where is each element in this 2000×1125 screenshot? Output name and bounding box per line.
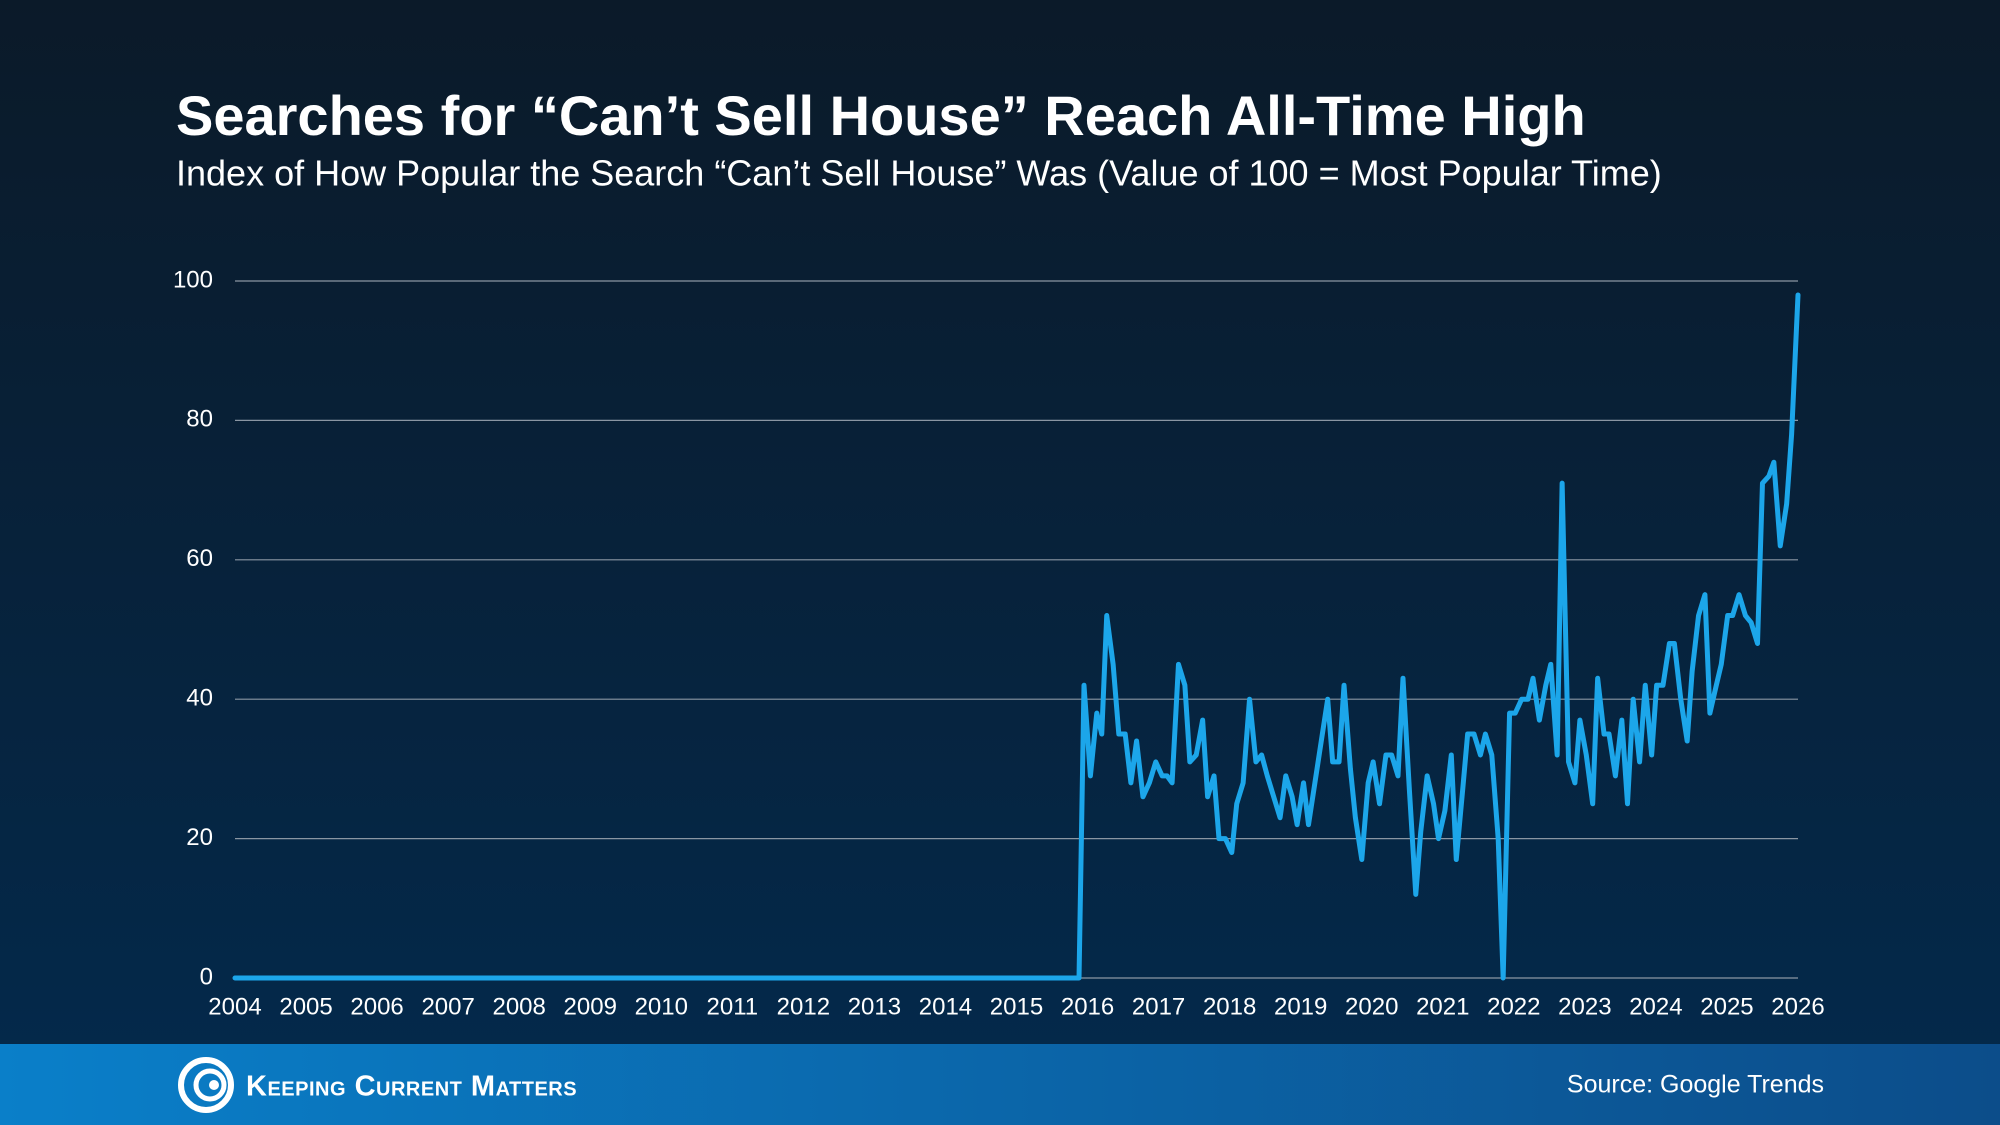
- brand-name: Keeping Current Matters: [246, 1071, 577, 1103]
- x-tick-label: 2008: [492, 993, 545, 1020]
- x-tick-label: 2016: [1061, 993, 1114, 1020]
- y-tick-label: 20: [186, 824, 213, 851]
- chart-title: Searches for “Can’t Sell House” Reach Al…: [176, 84, 1586, 147]
- x-tick-label: 2011: [707, 993, 759, 1020]
- y-tick-label: 60: [186, 545, 213, 572]
- x-tick-label: 2019: [1274, 993, 1327, 1020]
- y-tick-label: 40: [186, 685, 213, 712]
- source: Source: Google Trends: [1567, 1071, 1824, 1099]
- x-tick-label: 2004: [208, 993, 261, 1020]
- x-tick-label: 2010: [635, 993, 688, 1020]
- x-tick-label: 2015: [990, 993, 1043, 1020]
- x-tick-label: 2009: [564, 993, 617, 1020]
- x-tick-label: 2007: [421, 993, 474, 1020]
- y-tick-label: 0: [200, 963, 213, 990]
- y-tick-label: 100: [173, 266, 213, 293]
- x-tick-label: 2012: [777, 993, 830, 1020]
- footer-band: [0, 1044, 2000, 1125]
- x-tick-label: 2024: [1629, 993, 1682, 1020]
- chart-subtitle: Index of How Popular the Search “Can’t S…: [176, 153, 1662, 194]
- x-tick-label: 2023: [1558, 993, 1611, 1020]
- x-tick-label: 2014: [919, 993, 972, 1020]
- x-tick-label: 2021: [1416, 993, 1469, 1020]
- logo-icon: [178, 1057, 234, 1113]
- data-line: [232, 292, 1801, 981]
- x-tick-label: 2020: [1345, 993, 1398, 1020]
- x-tick-label: 2018: [1203, 993, 1256, 1020]
- x-tick-label: 2025: [1700, 993, 1753, 1020]
- x-tick-label: 2013: [848, 993, 901, 1020]
- x-tick-label: 2026: [1771, 993, 1824, 1020]
- y-tick-label: 80: [186, 406, 213, 433]
- x-tick-label: 2005: [279, 993, 332, 1020]
- x-tick-label: 2006: [350, 993, 403, 1020]
- x-tick-label: 2017: [1132, 993, 1185, 1020]
- x-tick-label: 2022: [1487, 993, 1540, 1020]
